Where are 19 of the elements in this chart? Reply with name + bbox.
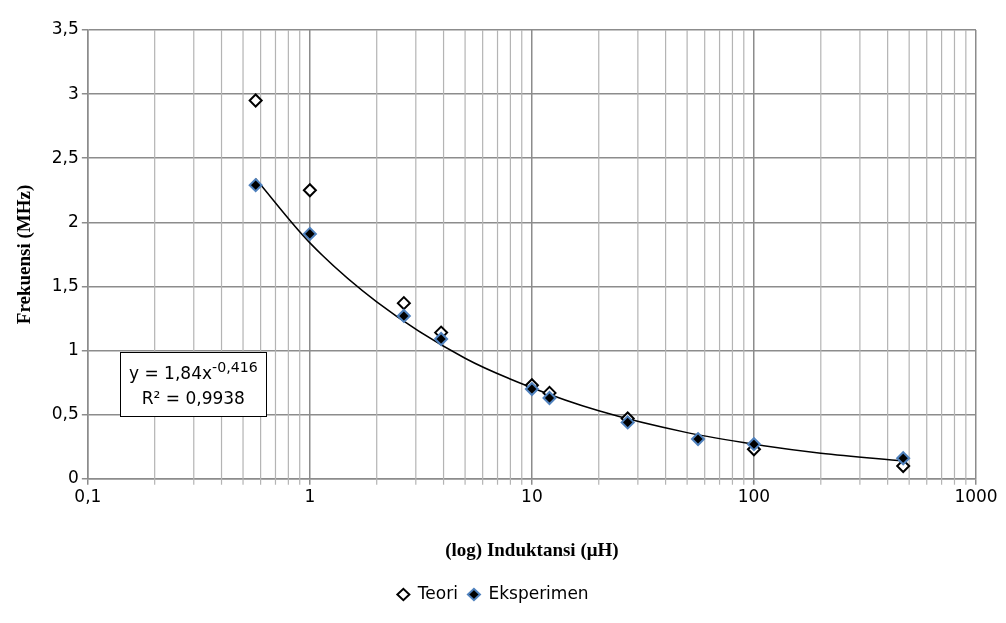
y-tick-label: 1,5: [51, 274, 79, 295]
y-tick-label: 0: [68, 467, 79, 488]
y-tick-label: 0,5: [51, 403, 79, 424]
x-axis-title: (log) Induktansi (μH): [445, 538, 619, 561]
x-tick-label: 1: [304, 486, 316, 507]
annotation: y = 1,84x$^{-0,416}$: [129, 359, 258, 383]
y-tick-label: 2,5: [51, 146, 79, 167]
legend-label: Teori: [416, 582, 458, 603]
x-tick-label: 100: [737, 486, 771, 507]
annotation: R² = 0,9938: [141, 388, 245, 409]
y-tick-label: 3: [68, 82, 79, 103]
legend-label: Eksperimen: [488, 582, 589, 603]
x-tick-label: 1000: [954, 486, 998, 507]
y-tick-label: 2: [68, 210, 79, 231]
x-tick-label: 10: [521, 486, 543, 507]
x-tick-label: 0,1: [74, 486, 102, 507]
y-tick-label: 1: [68, 338, 79, 359]
y-axis-title: Frekuensi (MHz): [13, 184, 36, 325]
y-tick-label: 3,5: [51, 18, 79, 39]
